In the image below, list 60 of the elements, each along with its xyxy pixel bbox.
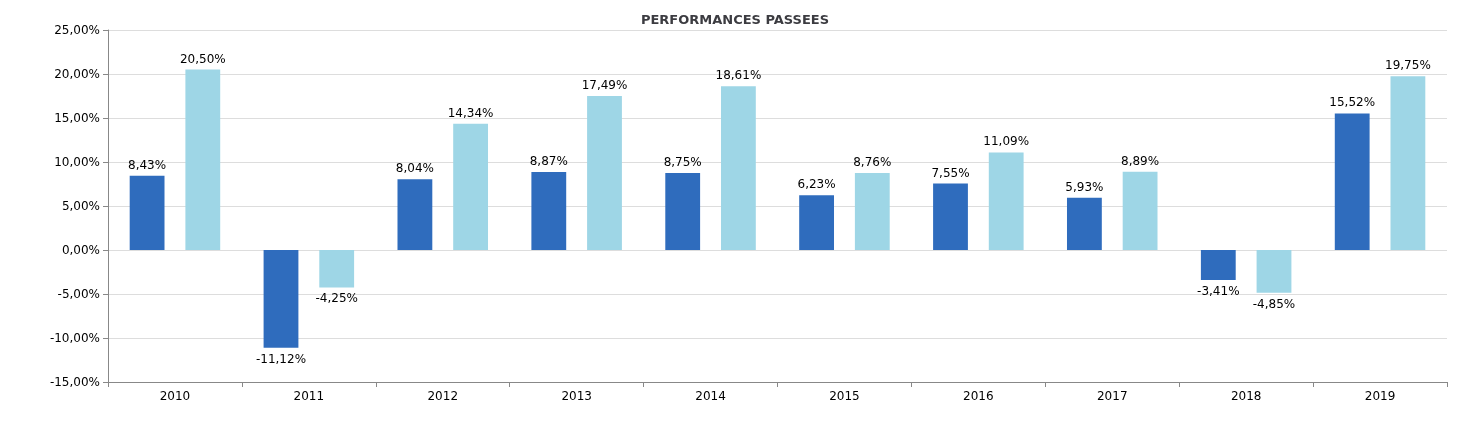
bar bbox=[1334, 113, 1370, 250]
y-tick-label: 25,00% bbox=[54, 23, 100, 37]
data-label: -3,41% bbox=[1197, 284, 1240, 299]
data-label: 6,23% bbox=[797, 177, 836, 192]
y-tick-label: 0,00% bbox=[61, 243, 100, 257]
x-tick-label: 2011 bbox=[293, 389, 325, 403]
x-tick-label: 2012 bbox=[427, 389, 459, 403]
chart-title: PERFORMANCES PASSEES bbox=[640, 12, 830, 27]
x-tick-label: 2017 bbox=[1096, 389, 1128, 403]
bar bbox=[587, 96, 622, 250]
bar bbox=[933, 183, 968, 250]
bar bbox=[185, 69, 221, 250]
data-label: 15,52% bbox=[1329, 95, 1376, 110]
data-label: 11,09% bbox=[983, 134, 1030, 149]
data-label: 17,49% bbox=[581, 78, 628, 93]
y-tick-label: -5,00% bbox=[57, 287, 100, 301]
y-tick-label: 5,00% bbox=[61, 199, 100, 213]
bar bbox=[453, 123, 489, 250]
data-label: -4,85% bbox=[1252, 296, 1296, 311]
data-label: 7,55% bbox=[931, 165, 970, 180]
bar bbox=[319, 250, 355, 288]
bar bbox=[854, 172, 890, 250]
bar bbox=[1390, 76, 1426, 250]
x-tick-label: 2019 bbox=[1364, 389, 1396, 403]
data-label: 8,75% bbox=[663, 155, 702, 169]
y-tick-label: 15,00% bbox=[54, 111, 100, 125]
bar bbox=[397, 179, 433, 250]
bar bbox=[1066, 197, 1102, 250]
data-label: 19,75% bbox=[1385, 58, 1431, 73]
data-label: 8,04% bbox=[395, 161, 434, 176]
data-label: 20,50% bbox=[179, 51, 226, 66]
bar bbox=[665, 173, 701, 250]
y-tick-label: -15,00% bbox=[49, 375, 100, 389]
data-label: -11,12% bbox=[255, 351, 307, 366]
data-label: 8,89% bbox=[1121, 153, 1160, 168]
bar bbox=[799, 195, 835, 250]
x-tick-label: 2018 bbox=[1230, 389, 1262, 403]
y-tick-label: 10,00% bbox=[54, 155, 100, 169]
data-label: 8,43% bbox=[128, 157, 167, 172]
y-tick-label: 20,00% bbox=[54, 67, 100, 81]
x-tick-label: 2010 bbox=[159, 389, 191, 403]
bar bbox=[988, 152, 1024, 250]
data-label: 8,87% bbox=[529, 153, 568, 168]
y-tick-label: -10,00% bbox=[49, 331, 100, 345]
x-tick-label: 2013 bbox=[561, 389, 592, 403]
data-label: 8,76% bbox=[853, 154, 892, 169]
bar bbox=[1256, 250, 1292, 293]
bar bbox=[531, 171, 567, 250]
data-label: 5,93% bbox=[1065, 179, 1104, 194]
data-label: 18,61% bbox=[715, 68, 762, 83]
data-label: -4,25% bbox=[315, 291, 358, 306]
bar bbox=[263, 250, 299, 348]
bar bbox=[1122, 171, 1158, 250]
bar bbox=[1200, 250, 1236, 281]
data-label: 14,34% bbox=[447, 105, 494, 120]
bar bbox=[720, 86, 756, 250]
x-tick-label: 2015 bbox=[829, 389, 860, 403]
bar bbox=[129, 175, 165, 250]
x-tick-label: 2014 bbox=[695, 389, 726, 403]
x-tick-label: 2016 bbox=[963, 389, 994, 403]
